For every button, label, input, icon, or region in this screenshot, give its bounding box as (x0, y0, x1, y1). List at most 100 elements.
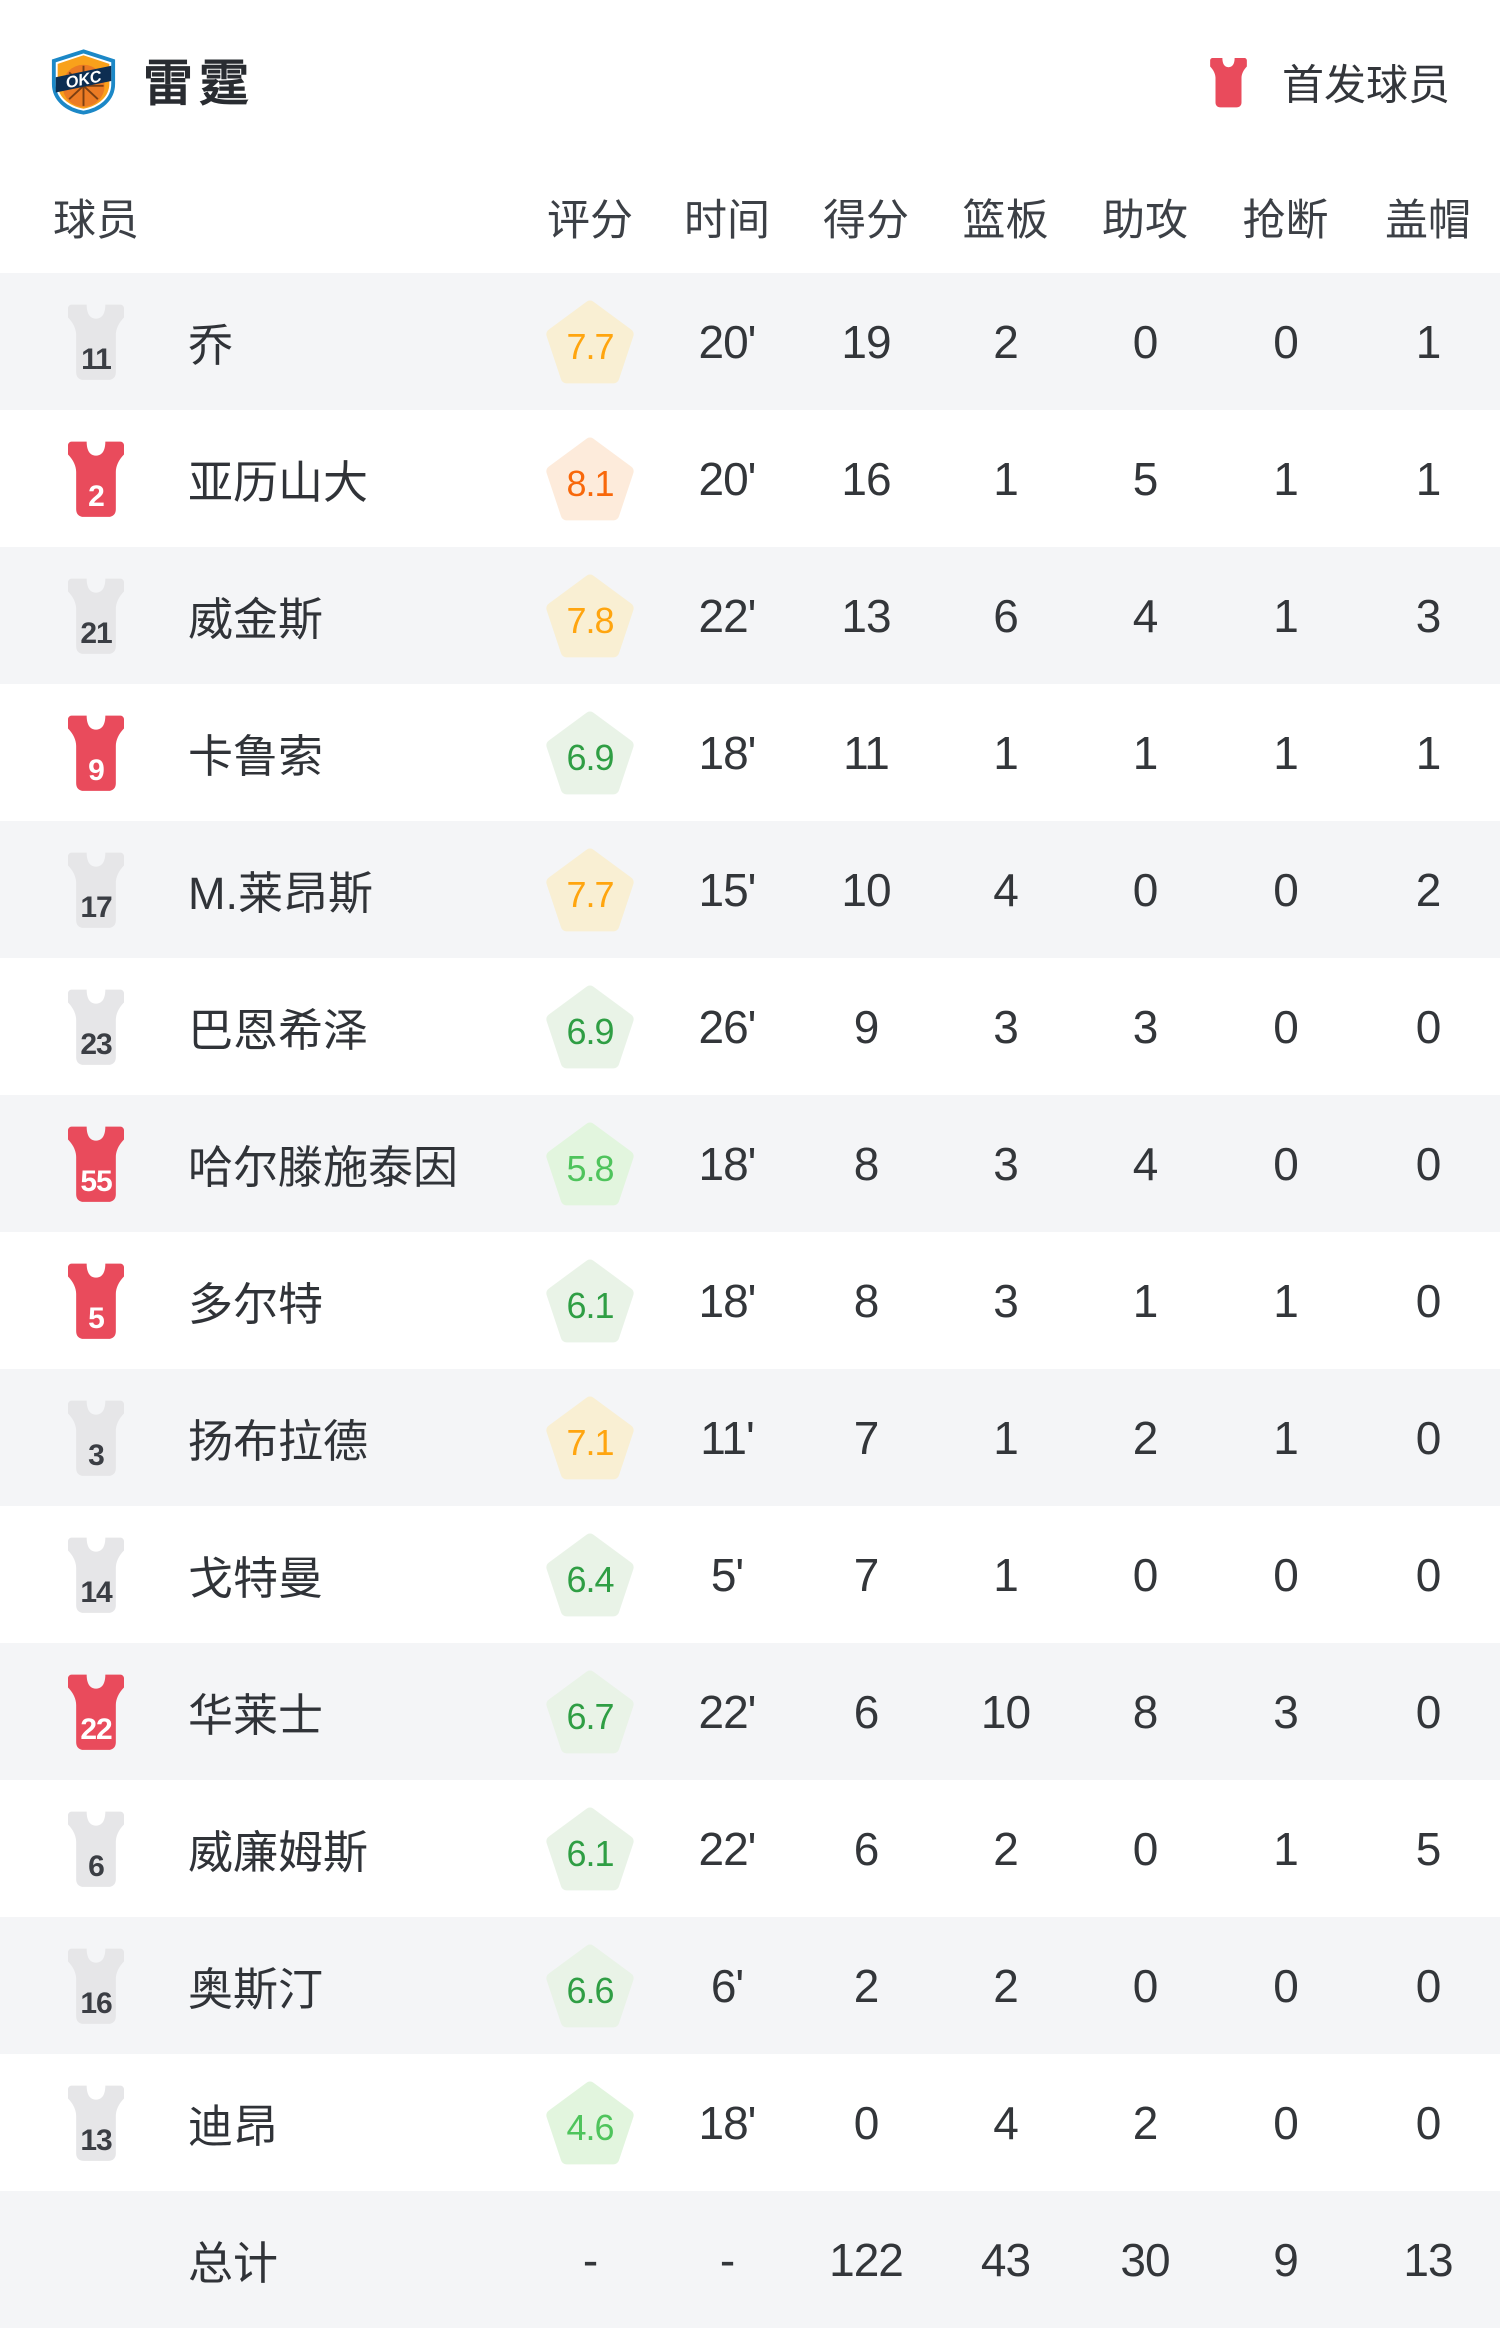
player-name: 巴恩希泽 (188, 1005, 369, 1056)
steals-value: 3 (1273, 1685, 1299, 1738)
jersey-number: 2 (88, 479, 105, 513)
steals-value: 1 (1273, 589, 1299, 642)
okc-team-logo-icon: OKC (51, 49, 116, 115)
minutes-value: 20' (698, 452, 757, 505)
assists-value: 0 (1132, 863, 1159, 916)
steals-value: 0 (1273, 1959, 1299, 2012)
minutes-value: 18' (698, 1137, 757, 1190)
rating-value: 6.6 (566, 1969, 614, 2011)
jersey-icon: 3 (61, 1398, 131, 1478)
rating-cell: 6.9 (522, 984, 658, 1069)
rating-badge: 6.6 (545, 1943, 635, 2028)
player-cell: 11 乔 (0, 302, 522, 382)
rating-badge: 6.9 (545, 984, 635, 1069)
rebounds-value: 2 (993, 315, 1019, 368)
player-row[interactable]: 21 威金斯 7.8 22' 13 6 4 1 3 (0, 547, 1500, 684)
rating-value: 6.4 (566, 1558, 614, 1600)
assists-value: 3 (1132, 1000, 1159, 1053)
assists-value: 0 (1132, 1548, 1159, 1601)
rating-value: 6.9 (566, 736, 614, 778)
starter-legend: 首发球员 (1205, 52, 1450, 113)
blocks-value: 1 (1415, 726, 1442, 779)
player-row[interactable]: 9 卡鲁索 6.9 18' 11 1 1 1 1 (0, 684, 1500, 821)
jersey-icon: 23 (61, 987, 131, 1067)
rating-value: 6.7 (566, 1695, 614, 1737)
player-cell: 6 威廉姆斯 (0, 1809, 522, 1889)
player-row[interactable]: 11 乔 7.7 20' 19 2 0 0 1 (0, 273, 1500, 410)
assists-value: 8 (1132, 1685, 1159, 1738)
points-value: 7 (853, 1548, 880, 1601)
rebounds-value: 10 (980, 1685, 1031, 1738)
total-blocks: 13 (1403, 2233, 1453, 2286)
player-row[interactable]: 2 亚历山大 8.1 20' 16 1 5 1 1 (0, 410, 1500, 547)
minutes-value: 18' (698, 2096, 757, 2149)
rating-cell: 7.8 (522, 573, 658, 658)
player-name: 戈特曼 (188, 1553, 324, 1604)
col-player: 球员 (53, 196, 139, 245)
table-column-header: 球员 评分 时间 得分 篮板 助攻 抢断 盖帽 (0, 160, 1500, 273)
rating-value: 8.1 (566, 462, 614, 504)
player-row[interactable]: 3 扬布拉德 7.1 11' 7 1 2 1 0 (0, 1369, 1500, 1506)
assists-value: 0 (1132, 1822, 1159, 1875)
rating-badge: 5.8 (545, 1121, 635, 1206)
minutes-value: 5' (710, 1548, 744, 1601)
assists-value: 5 (1132, 452, 1159, 505)
jersey-icon: 17 (61, 850, 131, 930)
player-cell: 13 迪昂 (0, 2083, 522, 2163)
rating-cell: 6.1 (522, 1258, 658, 1343)
points-value: 11 (843, 726, 890, 779)
minutes-value: 26' (698, 1000, 757, 1053)
player-row[interactable]: 5 多尔特 6.1 18' 8 3 1 1 0 (0, 1232, 1500, 1369)
blocks-value: 0 (1415, 1137, 1442, 1190)
minutes-value: 22' (698, 1822, 757, 1875)
minutes-value: 6' (710, 1959, 744, 2012)
player-cell: 14 戈特曼 (0, 1535, 522, 1615)
jersey-number: 14 (80, 1575, 112, 1609)
player-row[interactable]: 55 哈尔滕施泰因 5.8 18' 8 3 4 0 0 (0, 1095, 1500, 1232)
rebounds-value: 4 (993, 863, 1019, 916)
rating-cell: 6.1 (522, 1806, 658, 1891)
steals-value: 1 (1273, 726, 1299, 779)
jersey-number: 22 (80, 1712, 112, 1746)
blocks-value: 0 (1415, 1000, 1442, 1053)
steals-value: 0 (1273, 315, 1299, 368)
player-row[interactable]: 23 巴恩希泽 6.9 26' 9 3 3 0 0 (0, 958, 1500, 1095)
player-row[interactable]: 22 华莱士 6.7 22' 6 10 8 3 0 (0, 1643, 1500, 1780)
player-name: 多尔特 (188, 1279, 324, 1330)
rating-badge: 7.1 (545, 1395, 635, 1480)
player-cell: 21 威金斯 (0, 576, 522, 656)
rebounds-value: 4 (993, 2096, 1019, 2149)
rebounds-value: 2 (993, 1822, 1019, 1875)
rebounds-value: 2 (993, 1959, 1019, 2012)
rating-badge: 7.7 (545, 299, 635, 384)
player-row[interactable]: 14 戈特曼 6.4 5' 7 1 0 0 0 (0, 1506, 1500, 1643)
player-name: 奥斯汀 (188, 1964, 324, 2015)
jersey-number: 3 (88, 1438, 105, 1472)
rating-cell: 7.7 (522, 299, 658, 384)
player-row[interactable]: 16 奥斯汀 6.6 6' 2 2 0 0 0 (0, 1917, 1500, 2054)
team-header: OKC 雷霆 首发球员 (0, 0, 1500, 160)
jersey-icon: 21 (61, 576, 131, 656)
player-name: 亚历山大 (188, 457, 369, 508)
player-row[interactable]: 17 M.莱昂斯 7.7 15' 10 4 0 0 2 (0, 821, 1500, 958)
blocks-value: 0 (1415, 2096, 1442, 2149)
steals-value: 0 (1273, 1548, 1299, 1601)
player-name: 威金斯 (188, 594, 324, 645)
rating-value: 4.6 (566, 2106, 614, 2148)
rating-value: 7.7 (566, 873, 614, 915)
minutes-value: 22' (698, 589, 757, 642)
blocks-value: 1 (1415, 315, 1442, 368)
minutes-value: 22' (698, 1685, 757, 1738)
minutes-value: 20' (698, 315, 757, 368)
player-row[interactable]: 6 威廉姆斯 6.1 22' 6 2 0 1 5 (0, 1780, 1500, 1917)
minutes-value: 18' (698, 1274, 757, 1327)
total-row: 总计 - - 122 43 30 9 13 (0, 2191, 1500, 2328)
assists-value: 0 (1132, 315, 1159, 368)
jersey-number: 5 (88, 1301, 105, 1335)
player-row[interactable]: 13 迪昂 4.6 18' 0 4 2 0 0 (0, 2054, 1500, 2191)
rating-cell: 8.1 (522, 436, 658, 521)
points-value: 6 (853, 1685, 880, 1738)
player-cell: 22 华莱士 (0, 1672, 522, 1752)
player-cell: 23 巴恩希泽 (0, 987, 522, 1067)
assists-value: 1 (1132, 726, 1159, 779)
